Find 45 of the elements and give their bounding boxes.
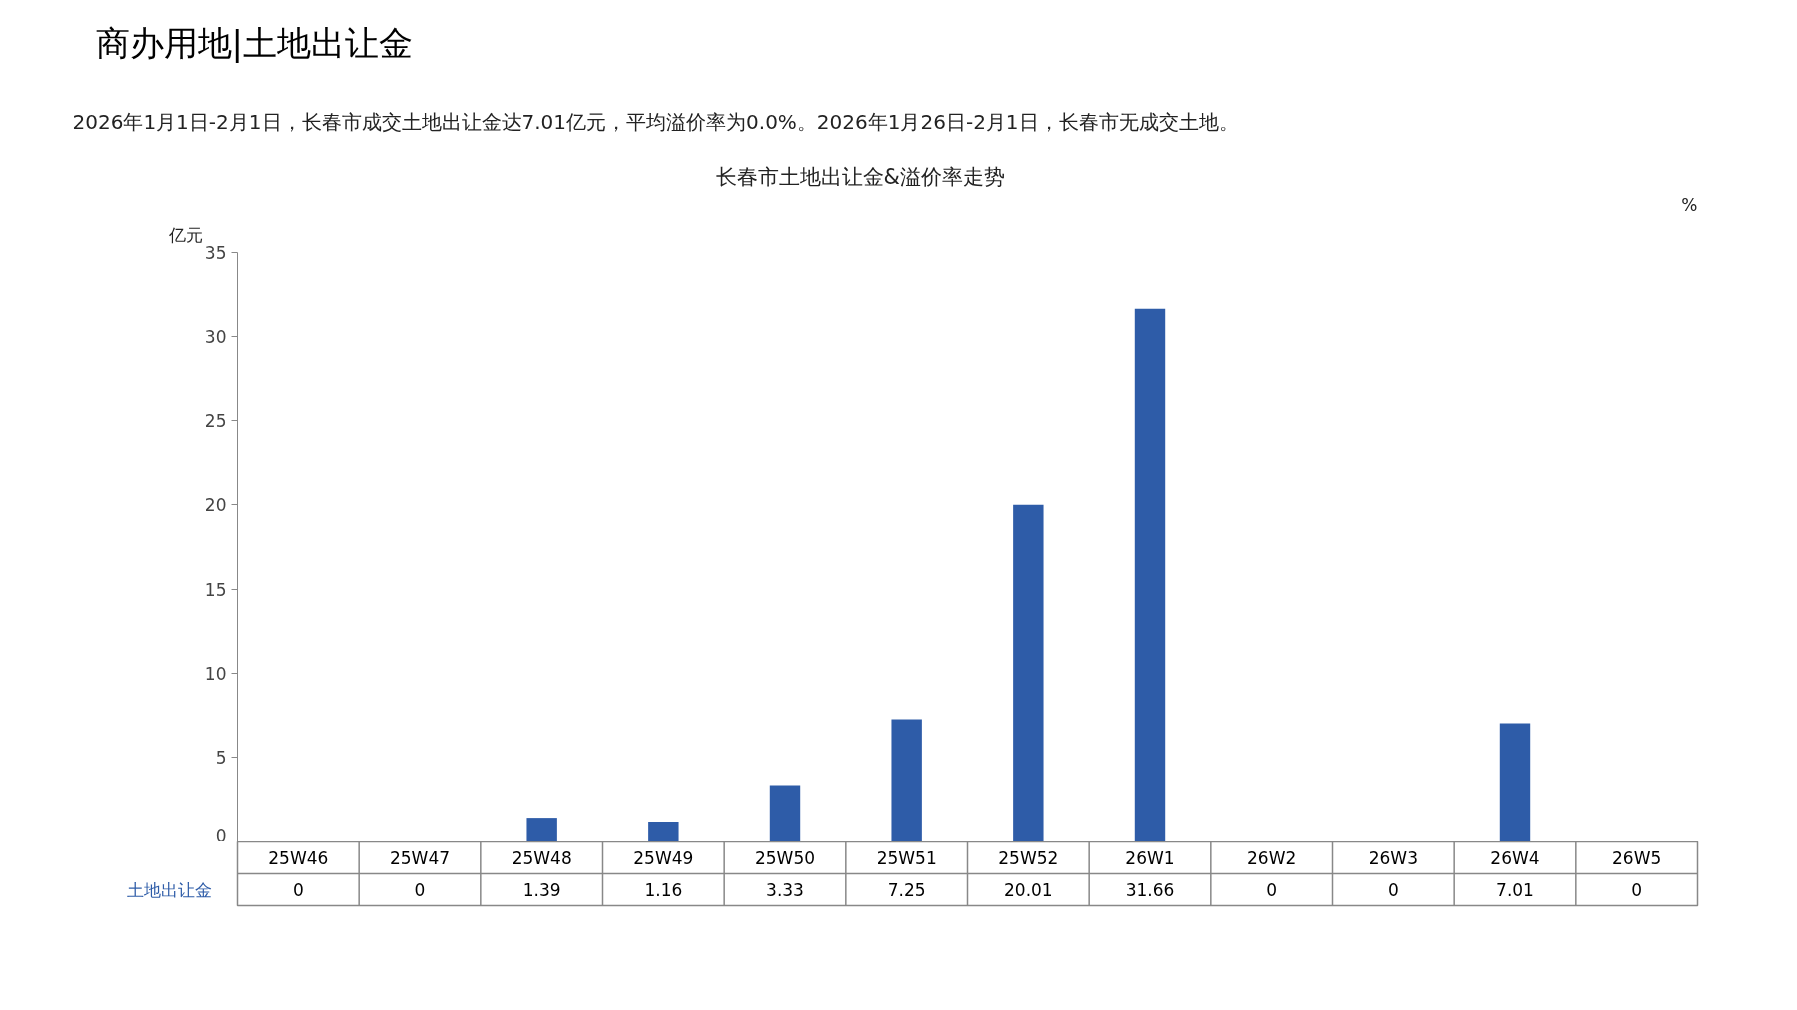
y-tick-label: 25	[204, 411, 227, 432]
data-label: 0	[414, 880, 426, 900]
y-tick-label: 0	[215, 825, 227, 846]
x-tick-label: 26W3	[1368, 847, 1418, 868]
y2-axis-title: %	[1681, 194, 1698, 215]
y-tick-label: 30	[204, 327, 227, 348]
text: 商办用地|土地出让金	[95, 22, 413, 63]
y-axis-title: 亿元	[167, 224, 203, 245]
data-label: 0	[1387, 880, 1399, 900]
data-label: 0	[1631, 880, 1643, 900]
x-tick-label: 26W4	[1490, 847, 1540, 868]
x-tick-label: 25W46	[268, 847, 329, 868]
data-label: 0	[292, 880, 304, 900]
data-label: 7.25	[887, 880, 926, 900]
y-tick-label: 15	[204, 579, 227, 600]
bar	[648, 821, 679, 841]
x-tick-label: 25W50	[754, 847, 816, 868]
y-tick-label: 10	[204, 663, 227, 684]
data-label: 20.01	[1004, 880, 1053, 900]
bar	[1499, 723, 1531, 841]
x-tick-label: 26W1	[1125, 847, 1175, 868]
data-label: 3.33	[766, 880, 804, 900]
bar	[1134, 308, 1166, 841]
y-tick-label: 5	[215, 747, 227, 768]
chart-title: 长春市土地出让金&溢价率走势	[715, 164, 1005, 189]
x-tick-label: 25W48	[511, 847, 572, 868]
data-label: 1.39	[522, 880, 561, 900]
data-label: 31.66	[1125, 880, 1175, 900]
x-tick-label: 25W52	[998, 847, 1059, 868]
x-tick-label: 26W5	[1612, 847, 1662, 868]
chart-subtitle: 2026年1月1日-2月1日，长春市成交土地出让金达7.01亿元，平均溢价率为0.0%。2026年1月26日-2月1日，长春市无成交土地。	[72, 109, 1239, 134]
y-tick-label: 35	[204, 243, 227, 263]
y-tick-label: 20	[204, 495, 227, 516]
x-tick-label: 25W49	[633, 847, 694, 868]
bar	[1013, 504, 1044, 841]
bar	[526, 818, 557, 841]
data-label: 7.01	[1496, 880, 1534, 900]
text: 土地出让金	[126, 879, 212, 900]
bar	[891, 719, 922, 841]
bar	[769, 785, 801, 841]
data-label: 0	[1266, 880, 1278, 900]
data-label: 1.16	[644, 880, 683, 900]
x-tick-label: 25W51	[876, 847, 937, 868]
x-tick-label: 25W47	[389, 847, 451, 868]
x-tick-label: 26W2	[1247, 847, 1297, 868]
